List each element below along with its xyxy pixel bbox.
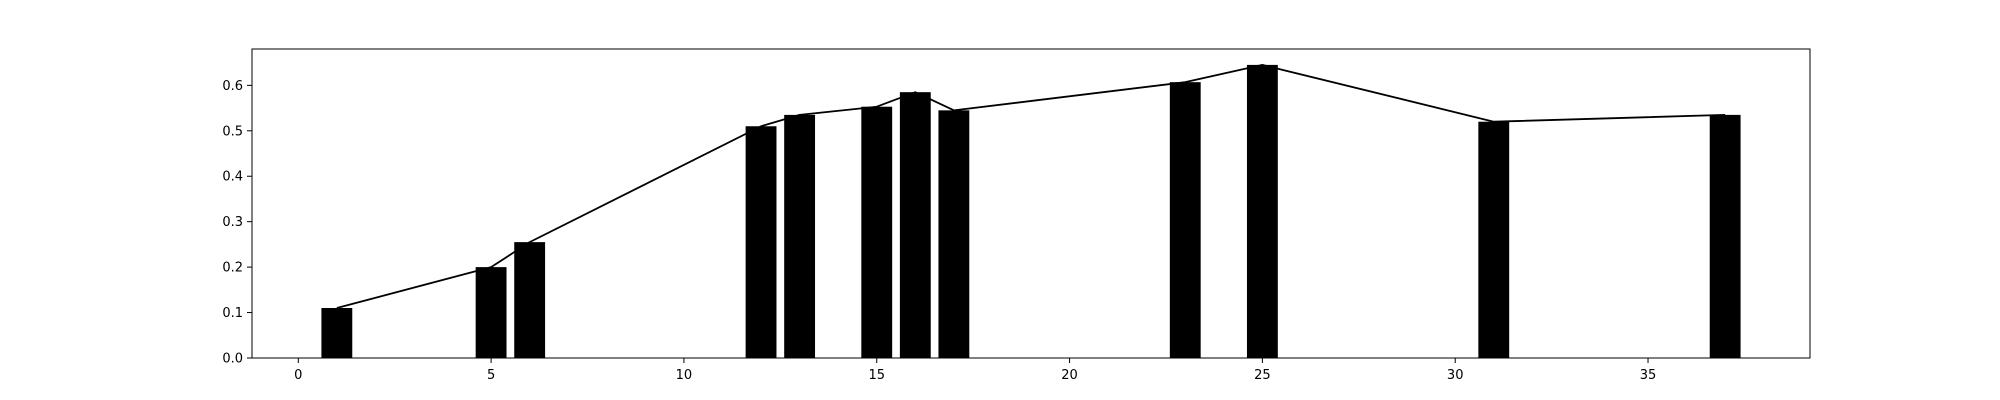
bar (899, 92, 931, 359)
y-tick-label: 0.4 (222, 170, 243, 185)
bar (475, 267, 507, 358)
bar (321, 308, 353, 358)
bar (861, 106, 893, 359)
y-tick-label: 0.5 (222, 124, 243, 139)
bar (1169, 82, 1201, 359)
x-tick-label: 5 (487, 368, 495, 383)
y-tick-label: 0.3 (222, 215, 243, 230)
bar (938, 110, 970, 358)
series-line (336, 64, 1726, 309)
x-tick-label: 15 (868, 368, 885, 383)
bar (1478, 121, 1510, 359)
y-tick-label: 0.1 (222, 306, 243, 321)
y-tick-label: 0.2 (222, 261, 243, 276)
bar (514, 242, 546, 359)
bar (1246, 64, 1278, 359)
x-tick-label: 30 (1447, 368, 1464, 383)
x-tick-label: 0 (294, 368, 302, 383)
plot-frame (251, 48, 1811, 359)
y-tick-label: 0.6 (222, 79, 243, 94)
x-tick-label: 35 (1640, 368, 1657, 383)
bar (1709, 114, 1741, 358)
y-axis: 0.0 0.1 0.2 0.3 0.4 0.5 0.6 (222, 79, 252, 367)
x-tick-label: 20 (1061, 368, 1078, 383)
x-tick-label: 25 (1254, 368, 1271, 383)
x-tick-label: 10 (676, 368, 693, 383)
bar-series (321, 64, 1741, 359)
axes (251, 48, 1811, 359)
line-series (336, 64, 1726, 309)
y-tick-label: 0.0 (222, 352, 243, 367)
bar (784, 114, 816, 358)
bar (745, 126, 777, 358)
x-axis: 0 5 10 15 20 25 30 35 (294, 358, 1656, 383)
